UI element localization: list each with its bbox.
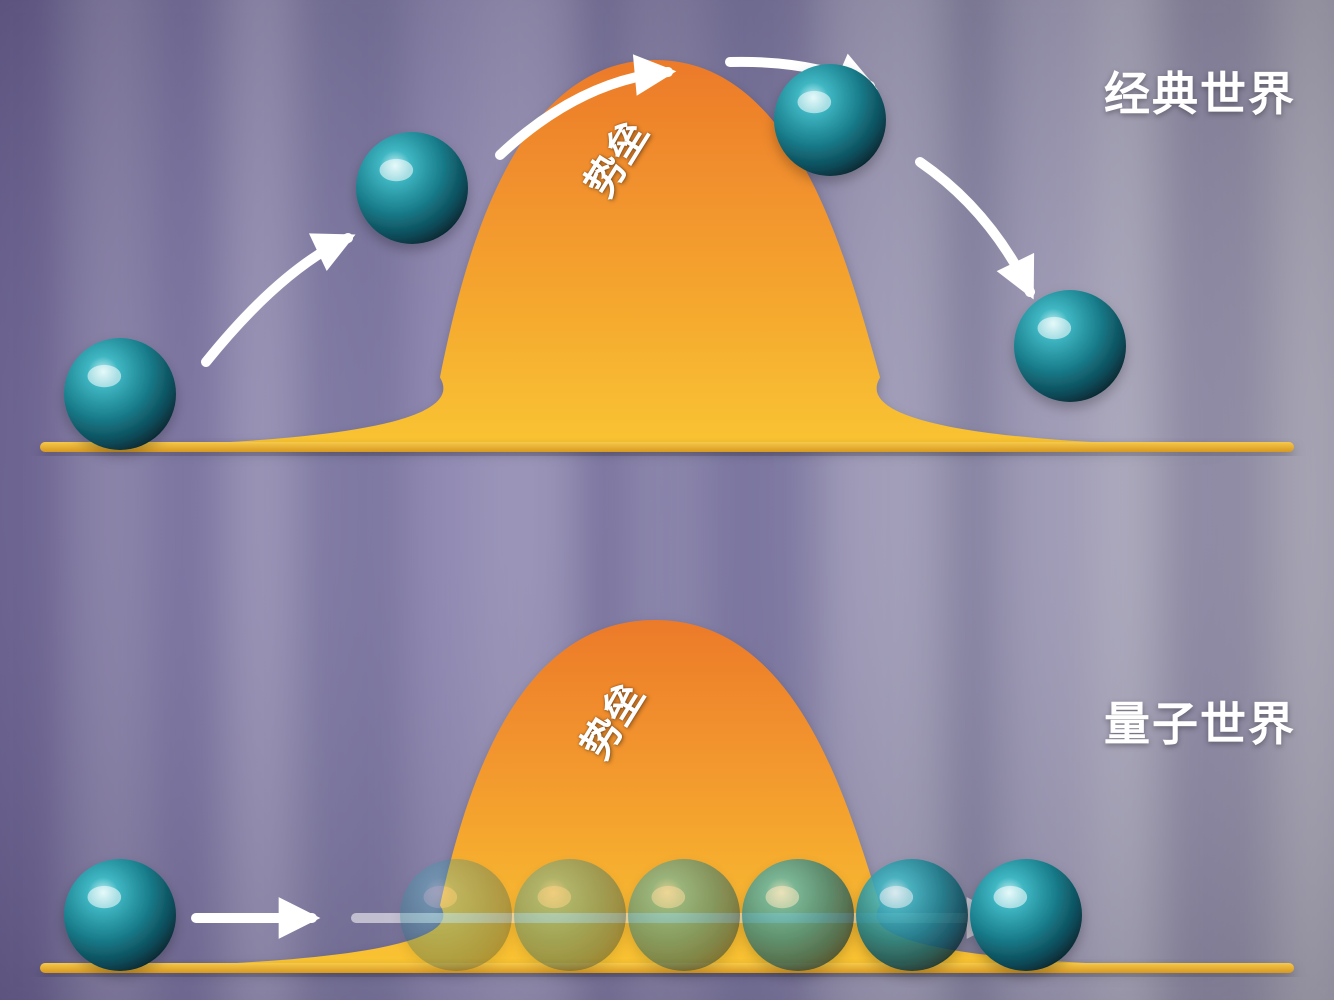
ball-quantum-0 (64, 859, 176, 971)
ball-quantum-5 (856, 859, 968, 971)
ball-classical-2 (774, 64, 886, 176)
classical-world-title: 经典世界 (1104, 58, 1296, 124)
ball-quantum-2 (514, 859, 626, 971)
ball-quantum-6 (970, 859, 1082, 971)
diagram-root: 经典世界 量子世界 势垒 势垒 (0, 0, 1334, 1000)
ball-classical-3 (1014, 290, 1126, 402)
baseline-classical (40, 442, 1294, 452)
diagram-svg (0, 0, 1334, 1000)
quantum-world-title: 量子世界 (1104, 688, 1296, 754)
ball-classical-0 (64, 338, 176, 450)
ball-quantum-1 (400, 859, 512, 971)
ball-quantum-3 (628, 859, 740, 971)
ball-quantum-4 (742, 859, 854, 971)
ball-classical-1 (356, 132, 468, 244)
